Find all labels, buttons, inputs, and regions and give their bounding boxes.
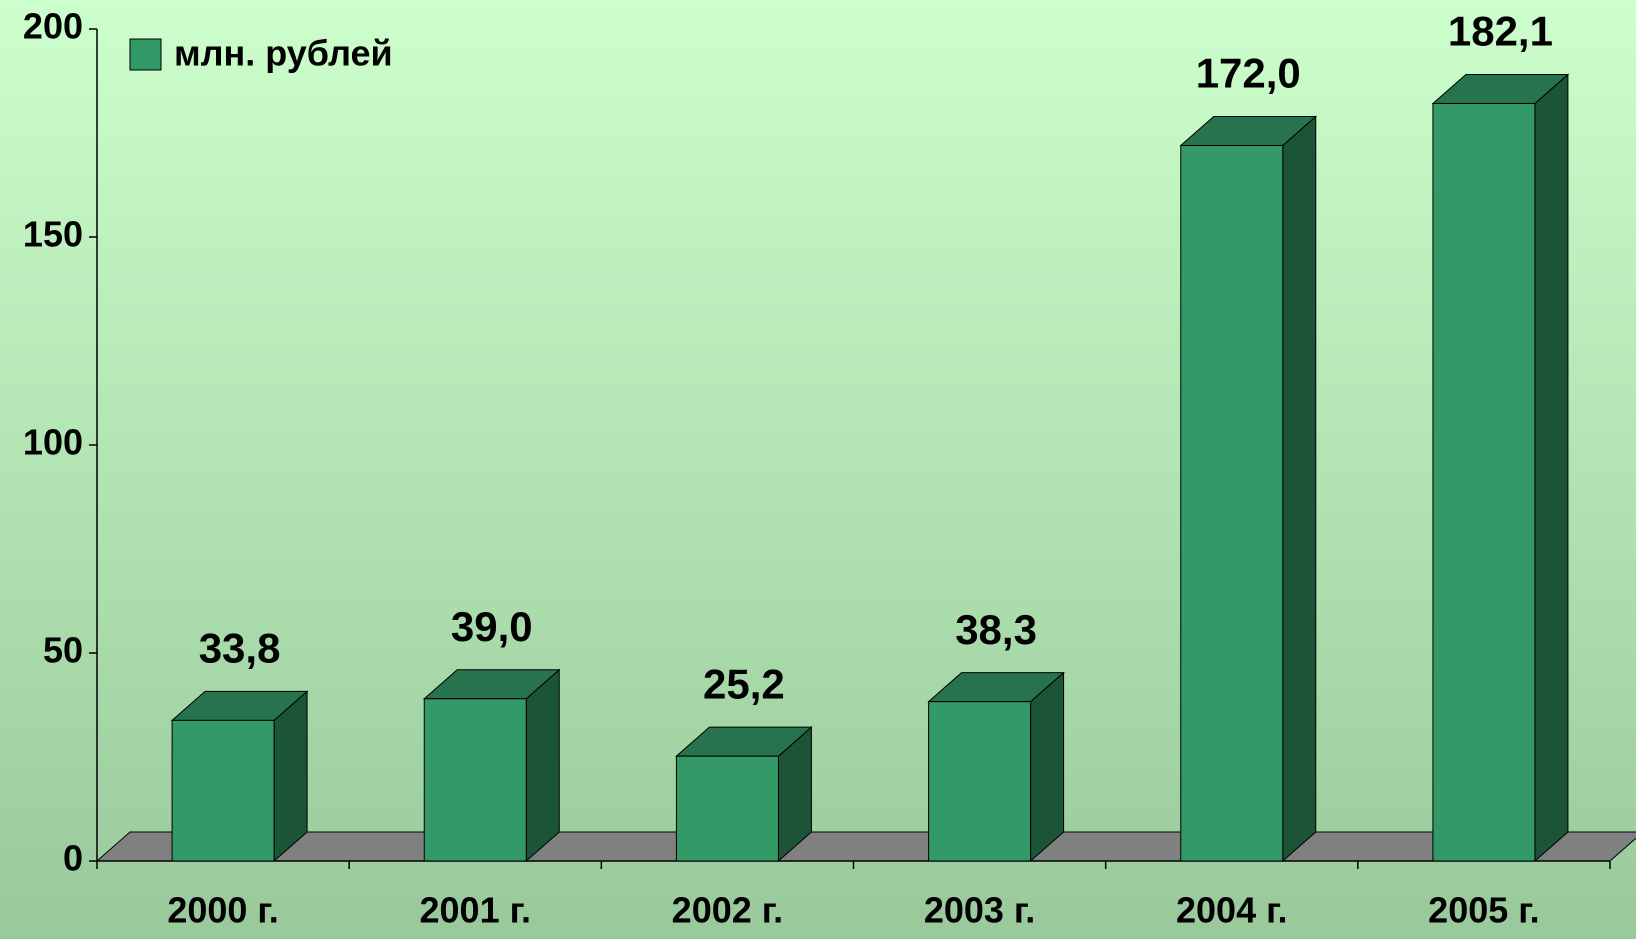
legend-swatch [129, 38, 162, 71]
value-label: 39,0 [451, 603, 533, 650]
y-tick-label: 50 [43, 630, 83, 671]
value-label: 182,1 [1448, 8, 1553, 55]
bar [171, 719, 275, 862]
x-tick-label: 2003 г. [924, 890, 1035, 931]
value-label: 38,3 [955, 606, 1037, 653]
x-tick-label: 2004 г. [1176, 890, 1287, 931]
bar-side [1534, 73, 1569, 863]
x-tick-label: 2005 г. [1428, 890, 1539, 931]
x-tick-label: 2000 г. [167, 890, 278, 931]
y-tick-label: 0 [63, 838, 83, 879]
bar-side [525, 668, 560, 863]
floor [95, 831, 1636, 862]
bar [675, 755, 779, 862]
bar [423, 698, 527, 862]
bar [1180, 144, 1284, 862]
value-label: 33,8 [199, 624, 281, 671]
bar-side [1282, 115, 1317, 863]
x-tick-label: 2001 г. [420, 890, 531, 931]
y-tick-label: 150 [23, 214, 83, 255]
bar [1432, 102, 1536, 862]
bar [928, 701, 1032, 862]
legend-label: млн. рублей [174, 33, 393, 74]
bar-side [273, 690, 308, 863]
value-label: 172,0 [1196, 50, 1301, 97]
y-tick-label: 200 [23, 6, 83, 47]
bar-side [1030, 671, 1065, 863]
value-label: 25,2 [703, 660, 785, 707]
y-tick-label: 100 [23, 422, 83, 463]
x-tick-label: 2002 г. [672, 890, 783, 931]
